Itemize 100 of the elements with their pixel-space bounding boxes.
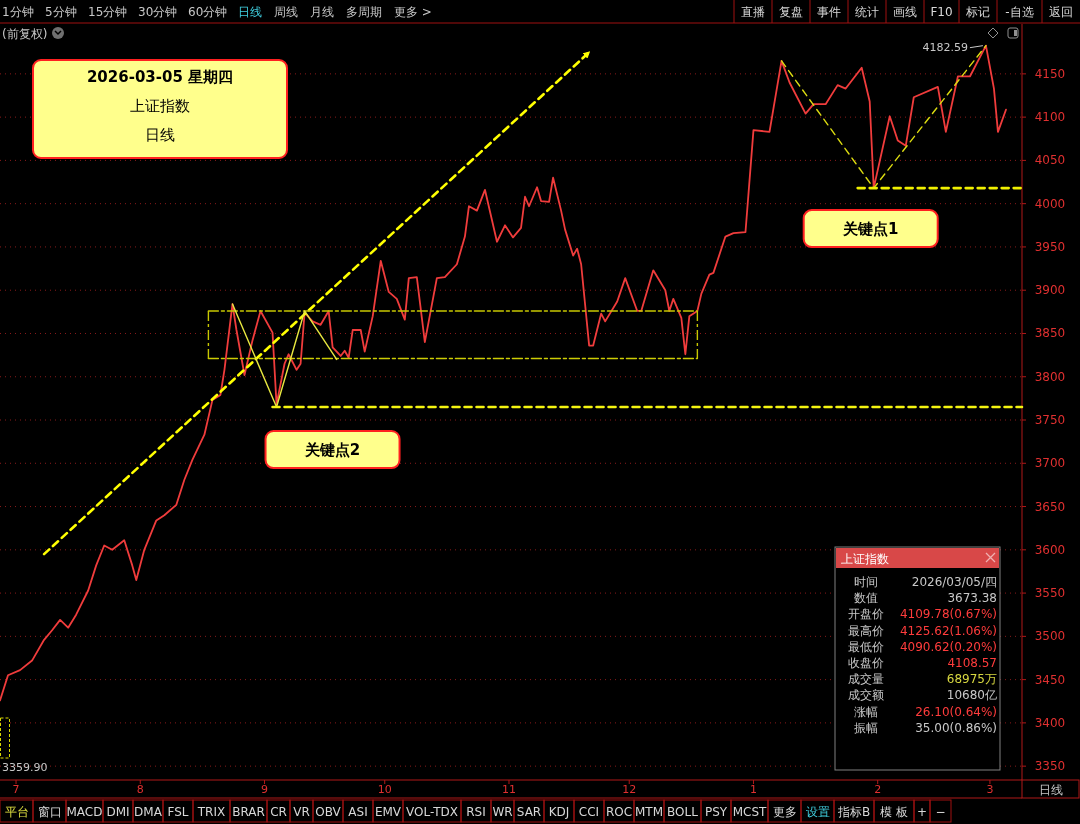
text: 上证指数: [130, 97, 190, 115]
x-tick-label: 3: [986, 783, 994, 796]
y-tick-label: 3500: [1034, 629, 1066, 644]
text: ROC: [605, 805, 633, 819]
text: 窗口: [37, 805, 62, 819]
annotation: (前复权): [2, 27, 48, 41]
text: BRAR: [232, 805, 265, 819]
text: WR: [492, 805, 513, 819]
x-tick-label: 8: [136, 783, 144, 796]
text: 15分钟: [88, 5, 128, 19]
text: 指标B: [836, 805, 871, 819]
y-tick-label: 4000: [1034, 196, 1066, 211]
y-tick-label: 3550: [1034, 586, 1066, 601]
annotation: 10680亿: [946, 688, 997, 703]
x-tick-label: 11: [502, 783, 516, 796]
text: −: [935, 805, 946, 819]
text: 事件: [817, 5, 841, 19]
annotation: 2026/03/05/四: [911, 575, 997, 589]
text: 统计: [855, 5, 879, 19]
annotation: 35.00(0.86%): [915, 720, 997, 735]
text: F10: [930, 5, 953, 19]
text: 60分钟: [188, 5, 228, 19]
text: -自选: [1005, 5, 1034, 19]
text: 1分钟: [2, 5, 34, 19]
line-series: [231, 303, 338, 408]
annotation: 关键点1: [841, 219, 899, 238]
text: VOL-TDX: [406, 805, 458, 819]
text: 更多: [772, 805, 797, 819]
annotation: 最高价: [848, 623, 884, 638]
y-tick-label: 3750: [1034, 413, 1066, 428]
x-tick-label: 2: [874, 783, 882, 796]
y-tick-label: 3700: [1034, 456, 1066, 471]
y-tick-label: 3350: [1034, 759, 1066, 774]
text: 平台: [4, 805, 29, 819]
x-tick-label: 9: [261, 783, 269, 796]
text: 模 板: [880, 805, 908, 819]
text: CR: [270, 805, 287, 819]
annotation: 成交额: [848, 688, 884, 703]
x-tick-label: 7: [12, 783, 20, 796]
text: 5分钟: [45, 5, 77, 19]
annotation: 涨幅: [854, 704, 878, 719]
text: MCST: [732, 805, 768, 819]
y-tick-label: 3600: [1034, 542, 1066, 557]
text: 复盘: [779, 5, 803, 19]
text: CCI: [578, 805, 600, 819]
text: 多周期: [346, 5, 382, 19]
text: EMV: [374, 805, 402, 819]
text: FSL: [167, 805, 189, 819]
text: BOLL: [667, 805, 699, 819]
text: 直播: [741, 5, 765, 19]
text: 周线: [274, 5, 298, 19]
text: PSY: [704, 805, 728, 819]
y-tick-label: 4050: [1034, 153, 1066, 168]
annotation: 振幅: [854, 720, 878, 735]
y-tick-label: 3650: [1034, 499, 1066, 514]
text: 更多 >: [394, 5, 432, 19]
text: KDJ: [548, 805, 570, 819]
annotation: 4125.62(1.06%): [899, 623, 997, 638]
text: OBV: [315, 805, 342, 819]
text: 返回: [1049, 5, 1073, 19]
y-tick-label: 3800: [1034, 369, 1066, 384]
text: 标记: [965, 5, 990, 19]
annotation: 关键点2: [303, 440, 361, 459]
text: +: [916, 805, 928, 819]
annotation: 时间: [854, 575, 878, 589]
text: ASI: [348, 805, 368, 819]
annotation: 4182.59: [922, 40, 968, 54]
y-tick-label: 4100: [1034, 110, 1066, 125]
text: 月线: [310, 5, 334, 19]
annotation: 收盘价: [848, 656, 884, 670]
y-tick-label: 3400: [1034, 715, 1066, 730]
annotation: 最低价: [848, 639, 884, 654]
text: 画线: [893, 5, 917, 19]
y-tick-label: 3450: [1034, 672, 1066, 687]
text: 设置: [805, 805, 830, 819]
annotation: 4109.78(0.67%): [899, 607, 997, 622]
text: MTM: [634, 805, 664, 819]
line-series: [0, 44, 1007, 702]
text: SAR: [516, 805, 542, 819]
text: DMI: [106, 805, 130, 819]
y-tick-label: 3850: [1034, 326, 1066, 341]
y-tick-label: 4150: [1034, 66, 1066, 81]
annotation: 数值: [854, 591, 878, 606]
annotation: 4090.62(0.20%): [899, 639, 997, 654]
annotation: 上证指数: [841, 552, 889, 566]
annotation: 3673.38: [947, 591, 997, 606]
text: DMA: [134, 805, 163, 819]
text: 2026-03-05 星期四: [86, 68, 234, 86]
y-tick-label: 3900: [1034, 283, 1066, 298]
annotation: 68975万: [946, 672, 997, 687]
text: 30分钟: [138, 5, 178, 19]
text: 日线: [238, 5, 262, 19]
annotation: 3359.90: [2, 761, 48, 774]
text: MACD: [66, 805, 103, 819]
annotation: 4108.57: [947, 656, 997, 670]
text: 日线: [1039, 783, 1063, 797]
x-tick-label: 12: [622, 783, 637, 796]
annotation: 26.10(0.64%): [915, 704, 997, 719]
annotation: 开盘价: [848, 607, 884, 622]
x-tick-label: 10: [377, 783, 392, 796]
